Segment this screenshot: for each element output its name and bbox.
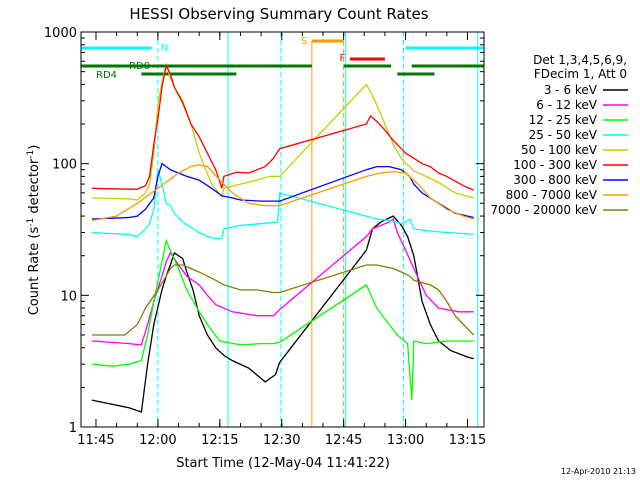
y-axis-label: Count Rate (s-1 detector-1) (26, 145, 42, 316)
y-axis: 1 10 100 1000 (44, 26, 484, 436)
x-tick-label: 12:30 (263, 433, 300, 448)
x-tick-label: 12:00 (139, 433, 176, 448)
legend-label: 300 - 800 keV (513, 173, 597, 187)
y-tick-label: 1 (69, 421, 77, 436)
y-axis-label-main: Count Rate (s (27, 227, 42, 316)
series-line-5 (91, 63, 474, 191)
legend-label: 6 - 12 keV (536, 98, 598, 112)
series-line-2 (91, 238, 474, 401)
series-line-0 (91, 215, 474, 413)
x-tick-label: 12:15 (201, 433, 238, 448)
series-line-4 (91, 62, 474, 201)
annotation-s: S (301, 36, 307, 47)
x-tick-label: 13:00 (387, 433, 424, 448)
x-tick-label: 12:45 (325, 433, 362, 448)
legend-header-line1: Det 1,3,4,5,6,9, (533, 53, 627, 67)
series-line-8 (91, 264, 475, 336)
series-line-6 (91, 162, 474, 220)
y-axis-label-end: ) (27, 145, 42, 150)
legend-label: 50 - 100 keV (521, 143, 598, 157)
annotation-f: F (340, 53, 346, 64)
legend-label: 7000 - 20000 keV (490, 203, 597, 217)
legend-label: 25 - 50 keV (529, 128, 598, 142)
plot-area: N S F RD0 RD4 (81, 32, 484, 427)
annotation-rd0: RD0 (129, 61, 150, 72)
plot-frame (80, 31, 485, 428)
footer-timestamp: 12-Apr-2010 21:13 (561, 467, 636, 476)
legend-label: 100 - 300 keV (513, 158, 597, 172)
x-tick-label: 11:45 (77, 433, 114, 448)
y-axis-label-sup: -1 (26, 218, 36, 227)
legend: Det 1,3,4,5,6,9, FDecim 1, Att 0 3 - 6 k… (490, 53, 628, 217)
legend-header-line2: FDecim 1, Att 0 (534, 67, 627, 81)
y-axis-label-sup2: -1 (26, 150, 36, 159)
y-tick-label: 10 (60, 289, 77, 304)
y-axis-label-mid: detector (27, 158, 42, 218)
x-tick-label: 13:15 (449, 433, 486, 448)
y-tick-label: 1000 (44, 26, 77, 41)
annotation-n: N (161, 43, 168, 54)
x-axis-label: Start Time (12-May-04 11:41:22) (176, 456, 390, 471)
y-tick-label: 100 (52, 158, 77, 173)
chart-title: HESSI Observing Summary Count Rates (129, 5, 428, 23)
legend-label: 3 - 6 keV (544, 83, 598, 97)
series-line-7 (91, 164, 474, 222)
legend-label: 12 - 25 keV (529, 113, 598, 127)
legend-label: 800 - 7000 keV (506, 188, 598, 202)
series-line-1 (91, 217, 474, 346)
x-axis: 11:45 12:00 12:15 12:30 12:45 13:00 13:15 (77, 32, 486, 448)
annotation-rd4: RD4 (96, 70, 117, 81)
